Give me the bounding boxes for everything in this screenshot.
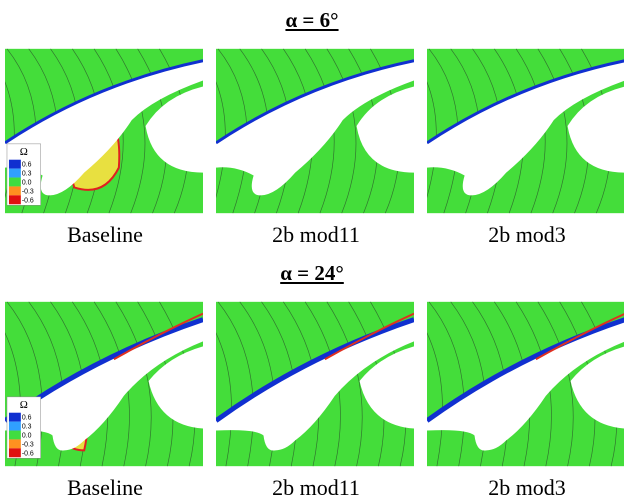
legend-level: 0.3 — [22, 424, 32, 431]
panel-label: 2b mod11 — [216, 475, 416, 501]
flow-panel — [216, 301, 414, 467]
legend-level: 0.0 — [22, 179, 32, 186]
panel-label: Baseline — [5, 222, 205, 248]
legend-level: -0.6 — [22, 450, 34, 457]
legend-swatch — [9, 195, 21, 204]
legend-level: 0.3 — [22, 171, 32, 178]
figure: α = 6°Ω0.60.30.0-0.3-0.6Baseline2b mod11… — [0, 0, 624, 501]
legend-swatch — [9, 160, 21, 169]
legend-level: 0.0 — [22, 432, 32, 439]
row-title: α = 6° — [0, 8, 624, 33]
panel-label: 2b mod3 — [427, 222, 624, 248]
legend-level: 0.6 — [22, 415, 32, 422]
panel-label: 2b mod11 — [216, 222, 416, 248]
legend-level: 0.6 — [22, 162, 32, 169]
flow-panel: Ω 0.6 0.30.0 -0.3 -0.6 — [5, 301, 203, 467]
legend-swatch — [9, 178, 21, 187]
flow-panel — [427, 301, 624, 467]
flow-panel — [427, 48, 624, 214]
legend-swatch — [9, 413, 21, 422]
legend-swatch — [9, 431, 21, 440]
panel-label: Baseline — [5, 475, 205, 501]
legend-level: -0.6 — [22, 197, 34, 204]
legend-swatch — [9, 422, 21, 431]
legend-level: -0.3 — [22, 188, 34, 195]
flow-panel — [216, 48, 414, 214]
legend-level: -0.3 — [22, 441, 34, 448]
legend-swatch — [9, 448, 21, 457]
legend-title: Ω — [20, 146, 28, 158]
legend-swatch — [9, 186, 21, 195]
legend-swatch — [9, 439, 21, 448]
row-title: α = 24° — [0, 261, 624, 286]
flow-panel: Ω 0.6 0.30.0 -0.3 -0.6 — [5, 48, 203, 214]
legend-swatch — [9, 169, 21, 178]
panel-label: 2b mod3 — [427, 475, 624, 501]
legend-title: Ω — [20, 399, 28, 411]
